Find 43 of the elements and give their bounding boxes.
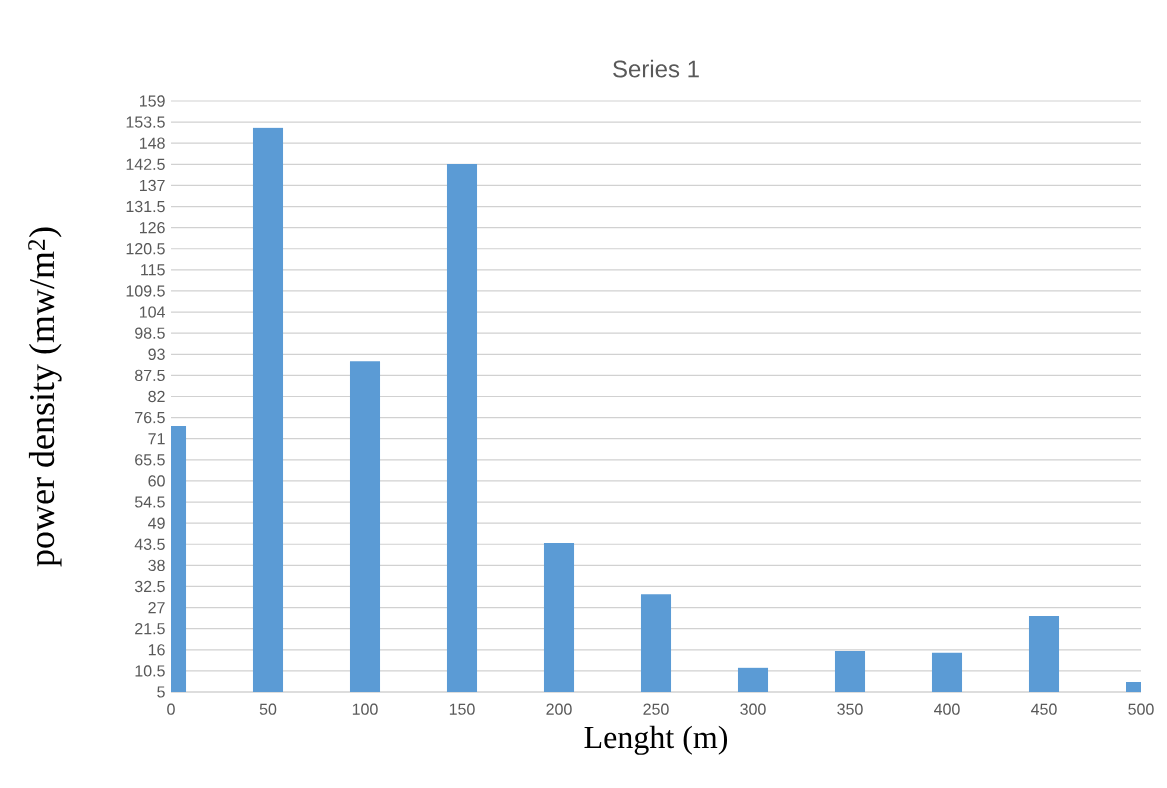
x-tick-label: 200: [546, 703, 572, 715]
chart-title: Series 1: [613, 59, 699, 78]
y-tick-label: 60: [148, 475, 165, 487]
y-tick-label: 5: [157, 686, 165, 698]
y-tick-label: 137: [140, 179, 165, 192]
y-tick-label: 153.5: [126, 116, 165, 128]
x-axis-title: Lenght (m): [584, 725, 728, 755]
y-tick-label: 71: [148, 433, 165, 445]
y-tick-label: 104: [140, 306, 165, 318]
x-tick-label: 400: [934, 703, 960, 715]
x-tick-label: 0: [167, 703, 175, 715]
x-tick-label: 50: [259, 703, 277, 715]
y-tick-label: 43.5: [134, 538, 165, 550]
x-tick-label: 100: [352, 703, 378, 715]
x-tick-label: 150: [449, 703, 475, 715]
y-tick-label: 38: [148, 559, 165, 572]
y-tick-label: 159: [140, 95, 165, 107]
y-tick-label: 76.5: [135, 411, 165, 424]
y-tick-label: 93: [148, 348, 165, 360]
y-tick-label: 120.5: [126, 243, 165, 255]
x-tick-label: 250: [643, 703, 669, 715]
y-tick-label: 54.5: [134, 496, 165, 508]
y-tick-label: 82: [148, 390, 165, 403]
y-tick-label: 131.5: [126, 200, 165, 213]
y-tick-label: 148: [140, 137, 165, 149]
y-tick-label: 65.5: [135, 454, 165, 466]
x-tick-label: 500: [1128, 703, 1154, 715]
y-tick-label: 87.5: [135, 369, 165, 382]
y-tick-label: 126: [140, 221, 165, 234]
y-tick-label: 16: [148, 644, 165, 656]
x-tick-label: 350: [837, 703, 863, 715]
x-tick-label: 450: [1031, 703, 1057, 715]
y-tick-label: 115: [141, 264, 165, 276]
y-tick-label: 98.5: [135, 327, 165, 339]
x-tick-label: 300: [740, 703, 766, 715]
y-tick-label: 142.5: [126, 158, 165, 170]
y-tick-label: 10.5: [135, 665, 165, 677]
y-tick-label: 21.5: [135, 623, 165, 635]
y-tick-label: 27: [148, 601, 165, 614]
y-tick-label: 32.5: [134, 580, 165, 593]
y-axis-title: power density (mw/m$^{2}$): [28, 227, 62, 567]
y-tick-label: 49: [148, 517, 165, 529]
y-tick-label: 109.5: [126, 285, 165, 297]
